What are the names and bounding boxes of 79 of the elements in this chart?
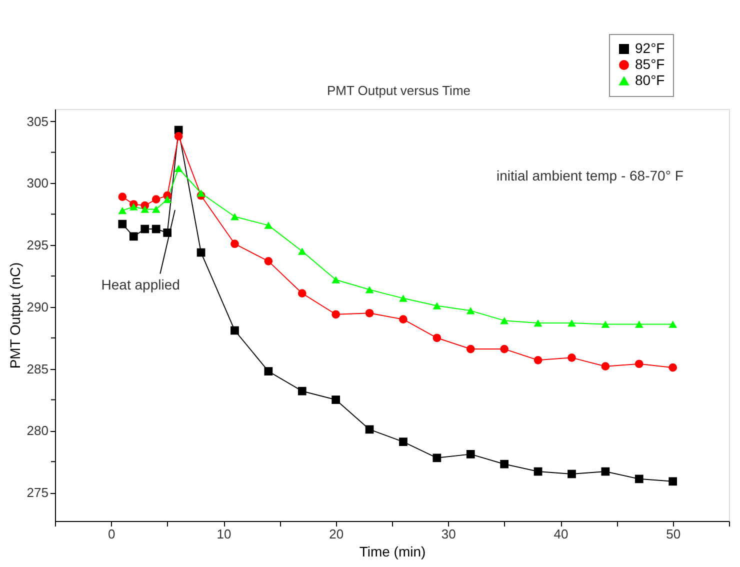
point: [634, 360, 644, 368]
point: [601, 320, 610, 328]
point: [332, 396, 340, 404]
y-axis-title: PMT Output (nC): [6, 262, 23, 369]
point: [298, 289, 306, 298]
point: [230, 326, 239, 335]
point: [264, 257, 273, 266]
point: [196, 190, 206, 197]
point: [668, 477, 678, 486]
point: [174, 132, 183, 140]
point: [118, 206, 127, 214]
x-tick-label: 30: [441, 526, 456, 542]
x-tick-label: 10: [216, 526, 232, 542]
point: [500, 460, 509, 468]
point: [534, 467, 542, 476]
point: [500, 316, 509, 324]
point: [534, 319, 542, 327]
point: [668, 363, 678, 372]
point: [332, 310, 340, 319]
point: [399, 294, 408, 302]
point: [230, 240, 239, 248]
y-tick-label: 285: [26, 361, 48, 376]
point: [634, 320, 644, 328]
x-tick-label: 40: [554, 526, 568, 542]
y-tick-label: 280: [26, 423, 48, 438]
annotation: initial ambient temp - 68-70° F: [496, 168, 684, 184]
annotation: Heat applied: [101, 276, 180, 293]
y-tick-label: 300: [26, 176, 48, 191]
point: [152, 224, 160, 234]
legend-label: 92°F: [635, 40, 665, 56]
point: [568, 319, 576, 327]
chart-title: PMT Output versus Time: [326, 83, 471, 98]
point: [432, 454, 442, 462]
point: [298, 386, 306, 396]
point: [466, 344, 475, 354]
point: [634, 474, 644, 484]
point: [466, 450, 475, 458]
point: [129, 203, 138, 210]
point: [432, 334, 442, 342]
point: [129, 232, 138, 241]
y-tick-label: 305: [26, 114, 48, 129]
x-axis-title: Time (min): [359, 544, 426, 560]
y-tick-label: 290: [26, 299, 48, 314]
point: [500, 344, 509, 354]
point: [298, 248, 306, 255]
point: [174, 164, 183, 172]
point: [668, 320, 678, 328]
y-tick-label: 275: [26, 485, 48, 500]
point: [332, 276, 340, 284]
point: [140, 206, 150, 213]
point: [118, 192, 127, 202]
point: [601, 362, 610, 371]
point: [264, 222, 273, 229]
point: [399, 438, 408, 446]
point: [601, 467, 610, 476]
point: [152, 206, 160, 213]
point: [466, 307, 475, 314]
point: [399, 315, 408, 324]
x-tick-label: 0: [108, 526, 116, 542]
point: [534, 356, 542, 364]
point: [365, 308, 374, 318]
point: [568, 354, 576, 362]
point: [163, 228, 172, 237]
point: [163, 196, 172, 203]
y-tick-label: 295: [26, 238, 48, 253]
point: [568, 470, 576, 478]
legend-label: 80°F: [635, 72, 665, 88]
point: [230, 213, 239, 220]
point: [196, 248, 206, 257]
point: [432, 302, 442, 310]
point: [118, 220, 127, 228]
point: [365, 286, 374, 294]
point: [365, 425, 374, 434]
point: [140, 224, 150, 234]
point: [264, 367, 273, 376]
x-tick-label: 50: [666, 526, 681, 542]
x-tick-label: 20: [329, 526, 344, 542]
point: [152, 195, 160, 204]
legend-label: 85°F: [635, 56, 665, 72]
